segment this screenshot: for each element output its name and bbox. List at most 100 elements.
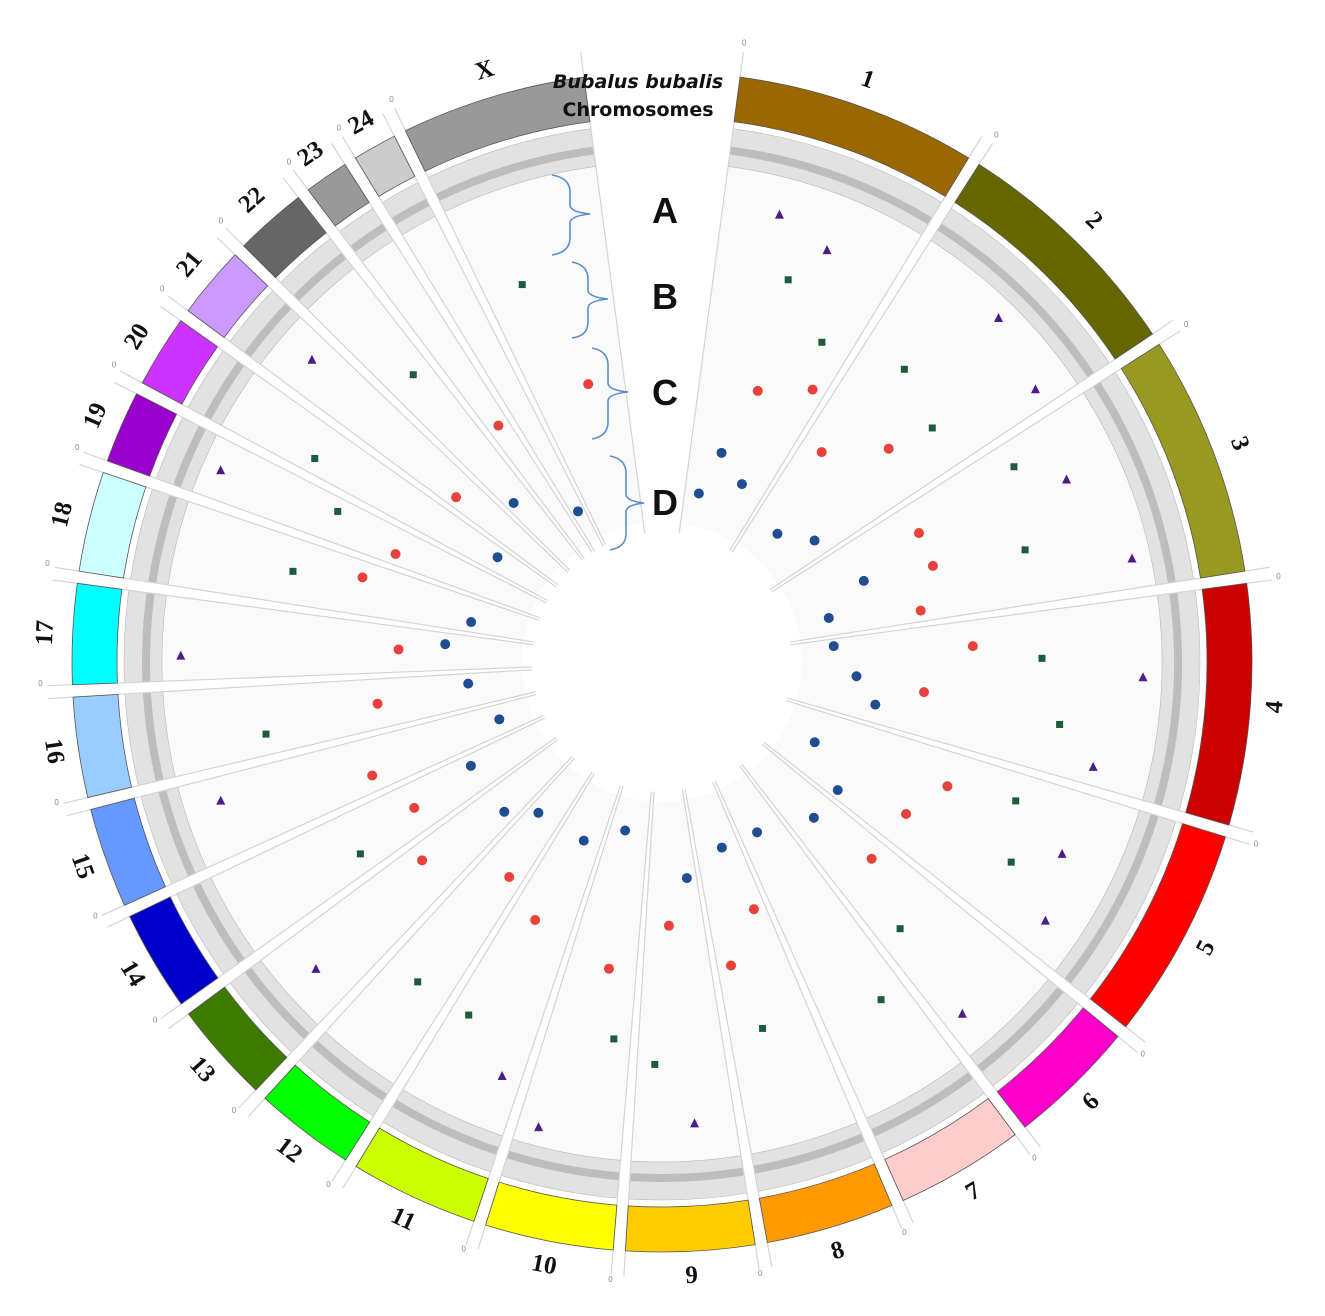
point-chr-3-6 bbox=[823, 612, 834, 623]
point-chr-3-4 bbox=[927, 560, 938, 571]
track-bg-chr-22 bbox=[280, 238, 576, 564]
track-bg-chr-3 bbox=[779, 372, 1194, 641]
point-chr-9-0 bbox=[681, 873, 692, 884]
point-chr-5-1 bbox=[942, 781, 953, 792]
chromosome-label-18: 18 bbox=[46, 499, 78, 530]
chromosome-17 bbox=[71, 582, 123, 686]
axis-zero-chr-6: 0 bbox=[1140, 1050, 1145, 1059]
separator-chr-13-1 bbox=[168, 739, 559, 1030]
density-line-chr-16 bbox=[142, 692, 164, 782]
chromosome-label-9: 9 bbox=[685, 1262, 699, 1290]
point-chr-4-2 bbox=[1038, 654, 1046, 662]
density-line-chr-X bbox=[435, 146, 595, 201]
chromosome-label-23: 23 bbox=[293, 136, 329, 172]
axis-zero-chr-5: 0 bbox=[1254, 839, 1259, 848]
point-chr-19-1 bbox=[216, 465, 226, 475]
track-bg-chr-4 bbox=[796, 590, 1200, 811]
chromosome-label-21: 21 bbox=[171, 246, 208, 283]
density-line-chr-10 bbox=[506, 1150, 620, 1181]
point-chr-9-3 bbox=[651, 1060, 659, 1068]
point-chr-15-0 bbox=[367, 770, 378, 781]
point-chr-4-0 bbox=[828, 641, 839, 652]
point-chr-6-0 bbox=[866, 853, 877, 864]
point-chr-2-1 bbox=[900, 365, 908, 373]
chromosome-label-15: 15 bbox=[66, 850, 100, 883]
data-points bbox=[176, 209, 1148, 1132]
point-chr-2-3 bbox=[994, 312, 1004, 322]
separator-chr-14-1 bbox=[106, 717, 545, 928]
density-line-chr-9 bbox=[629, 1167, 745, 1183]
separator-chr-23-0 bbox=[292, 169, 585, 559]
point-chr-23-0 bbox=[493, 420, 504, 431]
point-chr-6-1 bbox=[808, 812, 819, 823]
point-chr-6-2 bbox=[896, 925, 904, 933]
point-chr-10-1 bbox=[603, 963, 614, 974]
separator-chr-7-1 bbox=[714, 780, 914, 1224]
chromosome-label-8: 8 bbox=[828, 1236, 848, 1265]
chromosome-19 bbox=[106, 393, 178, 477]
point-chr-19-2 bbox=[334, 507, 342, 515]
point-chr-2-2 bbox=[772, 528, 783, 539]
density-line-chr-2 bbox=[937, 223, 1095, 378]
density-line-chr-5 bbox=[1064, 813, 1159, 984]
separator-chr-24-0 bbox=[341, 136, 595, 552]
chromosome-label-2: 2 bbox=[1080, 206, 1108, 234]
axis-zero-chr-24: 0 bbox=[337, 124, 342, 133]
point-chr-17-2 bbox=[440, 639, 451, 650]
point-chr-3-0 bbox=[1010, 463, 1018, 471]
density-line-chr-1 bbox=[729, 146, 933, 225]
point-chr-12-1 bbox=[414, 978, 422, 986]
track-bg-chr-20 bbox=[188, 350, 548, 596]
chromosome-label-6: 6 bbox=[1077, 1088, 1105, 1116]
species-title: Bubalus bubalis bbox=[553, 71, 723, 93]
point-chr-8-2 bbox=[759, 1024, 767, 1032]
chromosome-2 bbox=[954, 163, 1153, 360]
point-chr-22-0 bbox=[508, 497, 519, 508]
point-chr-6-3 bbox=[957, 1008, 967, 1018]
chromosomes-title: Chromosomes bbox=[562, 99, 713, 121]
separator-chr-19-0 bbox=[83, 451, 540, 619]
separator-chr-1-0 bbox=[678, 52, 744, 534]
track-bg-chr-12 bbox=[299, 765, 587, 1117]
point-chr-12-0 bbox=[504, 872, 515, 883]
point-chr-2-0 bbox=[816, 447, 827, 458]
bracket-b bbox=[571, 261, 609, 339]
track-bg-chr-8 bbox=[687, 790, 872, 1192]
axis-zero-chr-14: 0 bbox=[153, 1016, 158, 1025]
track-grid: 0 0 0 0 0 0 0 0 0 0 0 0 0 0 0 0 0 0 0 0 0 0 0 0 0 bbox=[38, 38, 1281, 1283]
track-label-a: A bbox=[652, 190, 678, 231]
point-chr-10-2 bbox=[620, 825, 631, 836]
axis-zero-chr-15: 0 bbox=[93, 911, 98, 920]
separator-chr-X-1 bbox=[580, 52, 646, 534]
separator-chr-17-0 bbox=[47, 666, 533, 687]
separator-chr-11-1 bbox=[342, 772, 596, 1189]
chromosome-10 bbox=[485, 1181, 618, 1251]
point-chr-5-5 bbox=[901, 808, 912, 819]
density-line-chr-13 bbox=[244, 967, 310, 1040]
point-chr-7-1 bbox=[752, 827, 763, 838]
chromosome-label-13: 13 bbox=[184, 1051, 221, 1088]
density-line-chr-22 bbox=[293, 252, 347, 301]
point-chr-1-0 bbox=[693, 488, 704, 499]
point-chr-14-2 bbox=[465, 760, 476, 771]
separator-chr-9-0 bbox=[681, 790, 760, 1270]
density-line-chr-17 bbox=[142, 592, 155, 683]
point-chr-3-3 bbox=[858, 575, 869, 586]
chromosome-label-4: 4 bbox=[1261, 699, 1289, 714]
separator-chr-23-1 bbox=[330, 143, 593, 553]
separator-chr-15-1 bbox=[66, 693, 537, 817]
chromosome-label-1: 1 bbox=[857, 65, 878, 95]
track-bg-chr-10 bbox=[501, 795, 651, 1199]
axis-zero-chr-11: 0 bbox=[461, 1245, 466, 1254]
chromosome-label-22: 22 bbox=[234, 182, 271, 219]
point-chr-8-3 bbox=[726, 960, 737, 971]
chromosome-12 bbox=[264, 1064, 371, 1161]
separator-chr-12-0 bbox=[331, 771, 593, 1182]
separator-chr-22-1 bbox=[282, 177, 583, 560]
point-chr-24-0 bbox=[572, 506, 583, 517]
separator-chr-8-0 bbox=[712, 781, 903, 1229]
track-bg-chr-5 bbox=[772, 703, 1176, 995]
axis-zero-chr-4: 0 bbox=[1276, 572, 1281, 581]
point-chr-3-8 bbox=[915, 605, 926, 616]
